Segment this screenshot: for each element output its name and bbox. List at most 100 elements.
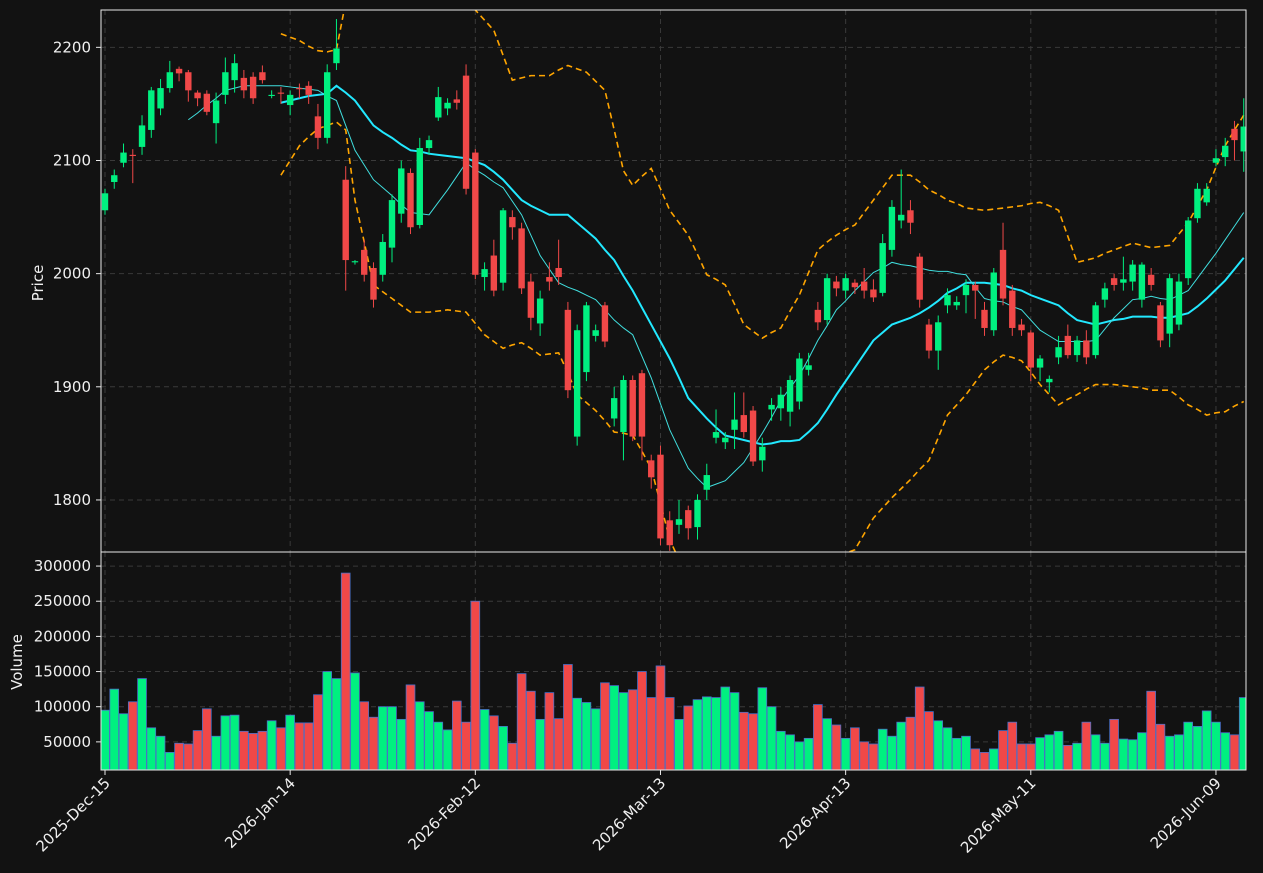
candle-body	[944, 295, 951, 306]
price-plot	[101, 10, 1246, 552]
candle-body	[897, 214, 905, 221]
volume-bar	[229, 714, 240, 770]
volume-bar	[331, 678, 342, 770]
volume-bar	[1072, 742, 1082, 770]
y-tick-label: 200000	[34, 627, 91, 645]
candle-body	[481, 269, 488, 278]
y-tick-label: 250000	[34, 592, 91, 610]
candle-body	[981, 309, 988, 328]
candle-body	[583, 305, 590, 373]
candle-body	[249, 76, 257, 99]
volume-bar	[924, 711, 934, 770]
candle-body	[518, 228, 525, 289]
volume-bar	[479, 709, 490, 770]
candle-body	[860, 281, 868, 291]
candle-body	[361, 249, 368, 275]
candle-body	[805, 365, 812, 370]
candle-body	[1184, 220, 1192, 279]
candle-body	[768, 404, 775, 410]
volume-bar	[294, 722, 305, 770]
volume-bar	[239, 730, 249, 770]
candle-body	[694, 499, 701, 528]
volume-bar	[1183, 721, 1193, 770]
candle-body	[814, 309, 822, 323]
volume-bar	[414, 701, 425, 770]
candle-body	[564, 309, 572, 391]
candle-body	[462, 75, 470, 189]
volume-bar	[192, 730, 203, 770]
candle-body	[1175, 281, 1183, 325]
volume-bar	[961, 735, 971, 770]
candle-body	[1129, 264, 1136, 282]
candle-body	[1055, 347, 1062, 358]
candle-body	[509, 217, 516, 228]
volume-bar	[887, 735, 897, 770]
volume-bar	[165, 752, 175, 770]
volume-bar	[1007, 721, 1018, 770]
candle-body	[962, 284, 970, 296]
candle-body	[1147, 274, 1155, 285]
y-tick-label: 2200	[53, 38, 91, 56]
volume-bar	[1229, 734, 1240, 770]
candle-body	[935, 322, 942, 351]
candle-body	[444, 102, 451, 109]
volume-bar	[498, 726, 508, 770]
volume-bar	[137, 678, 147, 770]
candle-body	[120, 152, 127, 163]
volume-bar	[1137, 732, 1147, 770]
volume-bar	[424, 711, 434, 770]
candle-body	[629, 380, 636, 437]
volume-bar	[350, 672, 360, 770]
volume-bar	[701, 696, 712, 770]
volume-bar	[377, 706, 388, 770]
candle-body	[536, 298, 544, 324]
volume-bar	[101, 709, 110, 770]
candle-body	[740, 415, 748, 433]
candle-body	[527, 281, 535, 318]
volume-bar	[174, 742, 184, 770]
y-tick-label: 150000	[34, 663, 91, 681]
candle-body	[842, 278, 849, 291]
volume-bar	[840, 737, 851, 770]
candle-body	[916, 256, 923, 300]
candle-body	[1018, 324, 1025, 331]
candle-body	[648, 460, 655, 478]
volume-bar	[276, 727, 286, 770]
candle-body	[185, 72, 192, 91]
candle-body	[833, 281, 840, 289]
candle-body	[870, 289, 877, 298]
volume-bar	[1192, 726, 1203, 770]
candle-body	[138, 125, 146, 147]
candle-body	[749, 410, 757, 462]
volume-bar	[1201, 710, 1212, 770]
volume-bar	[572, 697, 582, 770]
candle-body	[712, 432, 720, 438]
candle-body	[675, 519, 683, 525]
y-tick-label: 50000	[43, 733, 91, 751]
candle-body	[286, 94, 294, 106]
volume-bar	[257, 730, 268, 770]
candle-body	[416, 148, 423, 225]
candle-body	[573, 330, 581, 437]
volume-bar	[220, 715, 231, 770]
candle-body	[555, 267, 562, 278]
candle-body	[1092, 305, 1099, 356]
candle-body	[472, 152, 479, 275]
volume-bar	[600, 682, 610, 770]
volume-bar	[831, 724, 842, 770]
volume-bar	[1164, 735, 1175, 770]
candle-body	[194, 92, 201, 99]
candle-body	[175, 68, 183, 74]
y-tick-label: 300000	[34, 557, 91, 575]
candle-body	[268, 94, 275, 96]
candle-body	[1120, 279, 1127, 283]
volume-bar	[368, 716, 379, 770]
volume-bar	[535, 718, 545, 770]
candle-body	[638, 373, 646, 437]
candle-body	[546, 277, 553, 282]
volume-bar	[729, 692, 740, 770]
volume-bar	[183, 743, 194, 770]
candle-body	[342, 179, 349, 261]
volume-bar	[766, 706, 777, 770]
volume-bar	[1211, 721, 1221, 770]
